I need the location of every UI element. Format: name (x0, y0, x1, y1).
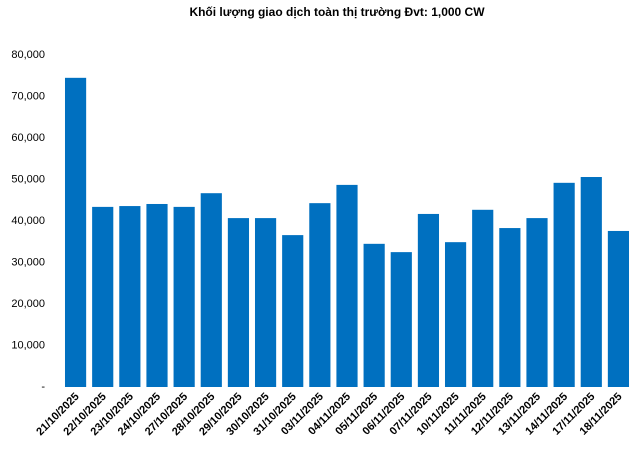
y-tick-label: 40,000 (11, 215, 45, 227)
chart-title: Khối lượng giao dịch toàn thị trường Đvt… (189, 5, 485, 19)
y-tick-label: - (41, 381, 45, 393)
bar (499, 228, 521, 387)
bar (146, 203, 168, 387)
y-tick-label: 20,000 (11, 298, 45, 310)
bar (444, 242, 467, 387)
y-tick-label: 60,000 (11, 132, 45, 144)
y-tick-label: 80,000 (11, 49, 45, 61)
y-tick-label: 30,000 (11, 256, 45, 268)
bar (363, 243, 385, 387)
bar (92, 206, 114, 387)
bar (336, 184, 358, 387)
y-tick-label: 70,000 (11, 90, 45, 102)
bar (173, 206, 195, 387)
bar (607, 230, 630, 387)
bar (200, 193, 222, 387)
bar (227, 218, 250, 387)
bar (417, 213, 440, 387)
bar (309, 203, 331, 387)
bar (254, 218, 277, 387)
y-tick-label: 10,000 (11, 339, 45, 351)
bar (580, 177, 602, 387)
bar (390, 252, 412, 387)
y-tick-label: 50,000 (11, 173, 45, 185)
bar (472, 209, 494, 387)
bar (282, 235, 304, 387)
bar (64, 77, 87, 387)
bar (553, 182, 575, 387)
bar (119, 206, 141, 387)
bar (526, 218, 548, 387)
